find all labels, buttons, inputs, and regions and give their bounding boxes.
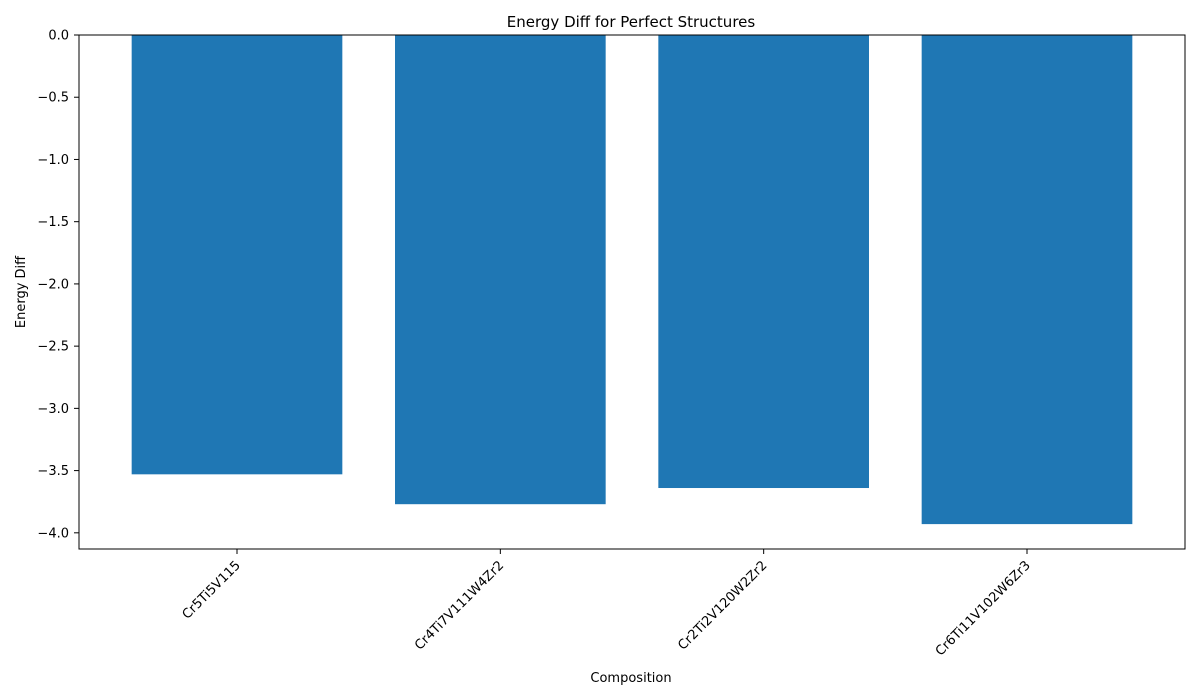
bars-group <box>131 35 1133 525</box>
bar-0 <box>131 35 343 475</box>
y-tick-label: −1.5 <box>37 215 69 230</box>
x-tick-label: Cr5Ti5V115 <box>180 558 244 622</box>
plot-frame <box>78 34 1186 550</box>
y-axis-label: Energy Diff <box>14 255 29 328</box>
y-tick-label: −3.5 <box>37 464 69 479</box>
y-tick-label: −1.0 <box>37 153 69 168</box>
x-axis-ticks: Cr5Ti5V115 Cr4Ti7V111W4Zr2 Cr2Ti2V120W2Zr2… <box>180 549 1034 659</box>
y-tick-label: −2.0 <box>37 277 69 292</box>
y-tick-label: −2.5 <box>37 340 69 355</box>
chart-title: Energy Diff for Perfect Structures <box>507 13 756 31</box>
y-axis-ticks: 0.0 −0.5 −1.0 −1.5 −2.0 −2.5 −3.0 −3.5 −4.0 <box>37 29 79 541</box>
x-tick-label: Cr2Ti2V120W2Zr2 <box>675 558 770 653</box>
y-tick-label: −0.5 <box>37 91 69 106</box>
x-axis-label: Composition <box>590 671 671 686</box>
x-tick-label: Cr6Ti11V102W6Zr3 <box>933 558 1034 659</box>
bar-1 <box>395 35 606 505</box>
x-tick-label: Cr4Ti7V111W4Zr2 <box>412 558 507 653</box>
bar-3 <box>921 35 1133 525</box>
y-tick-label: −3.0 <box>37 402 69 417</box>
y-tick-label: 0.0 <box>48 29 69 44</box>
y-tick-label: −4.0 <box>37 526 69 541</box>
bar-2 <box>658 35 869 489</box>
